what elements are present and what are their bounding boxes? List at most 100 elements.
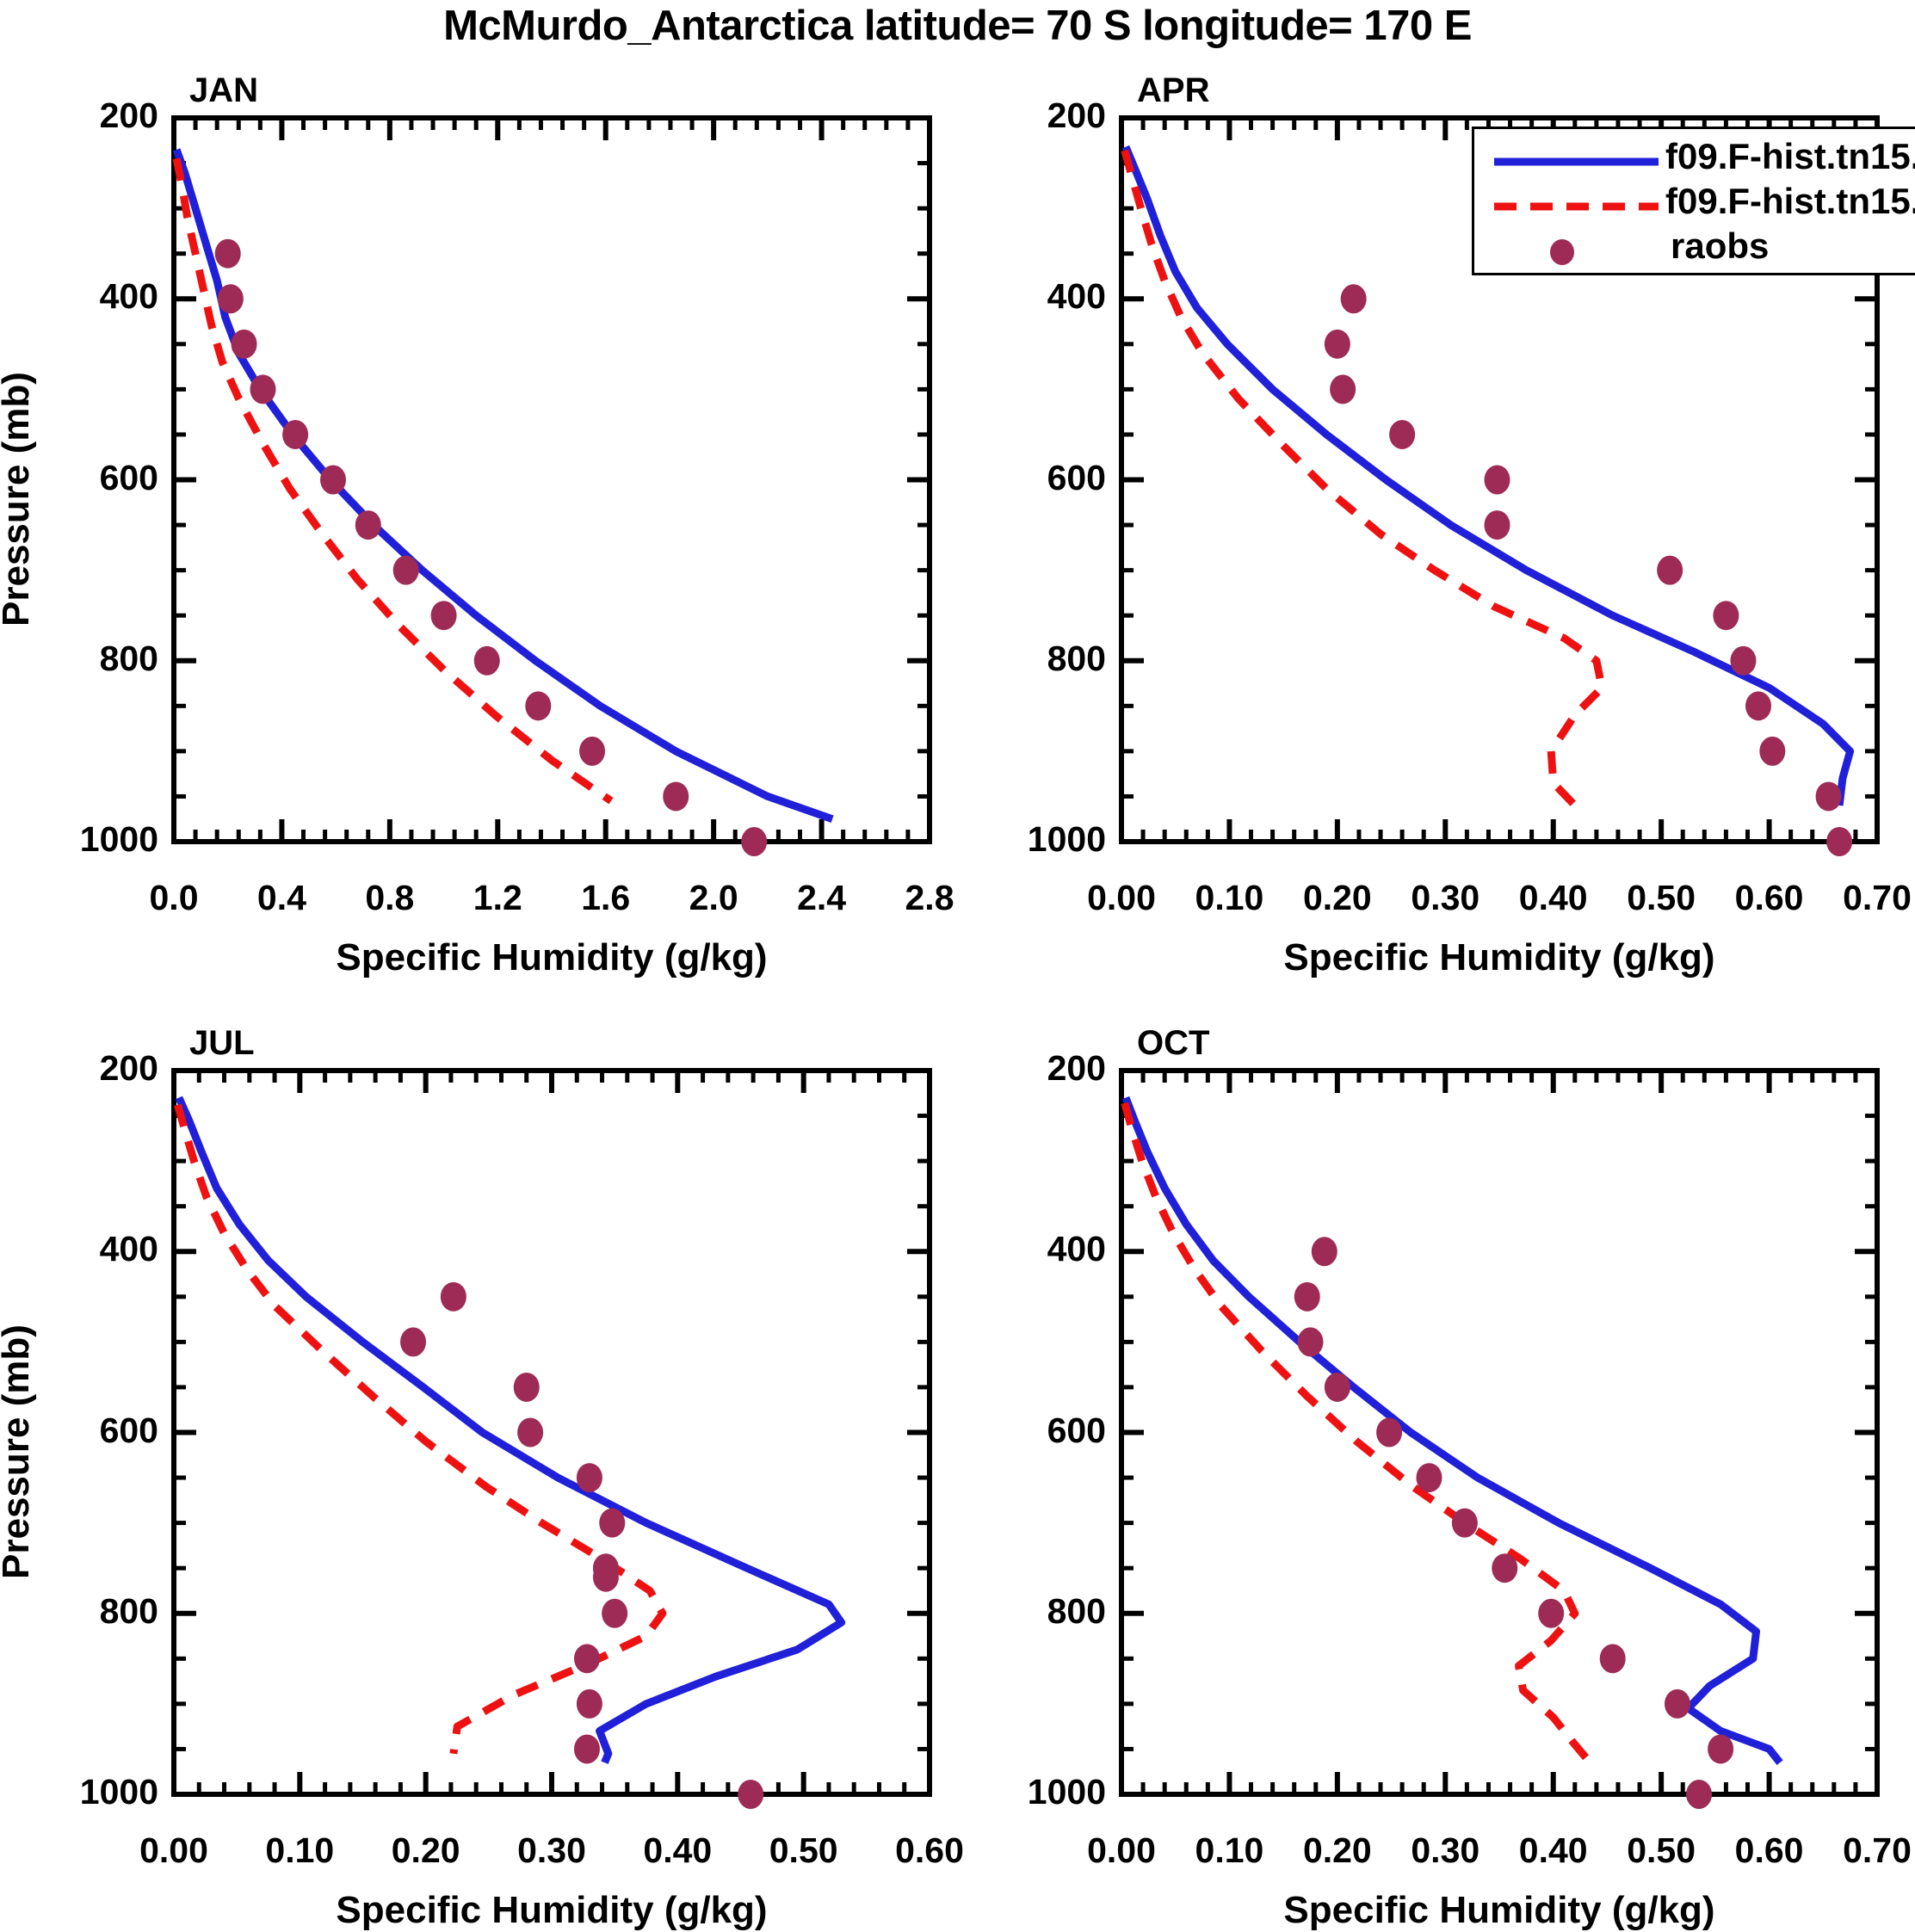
- obs-marker: [602, 1598, 628, 1628]
- y-tick-label: 800: [99, 638, 158, 678]
- obs-marker: [1330, 374, 1356, 404]
- obs-marker: [1759, 736, 1786, 766]
- obs-marker: [355, 510, 381, 540]
- obs-marker: [738, 1780, 764, 1809]
- obs-marker: [1416, 1463, 1442, 1493]
- obs-marker: [1297, 1327, 1324, 1357]
- legend-label: f09.F-hist.tn15.cfmip: [1665, 181, 1915, 221]
- panel-label-apr: APR: [1137, 71, 1210, 109]
- x-tick-label: 0.20: [1302, 878, 1372, 917]
- x-tick-label: 0.40: [1518, 1830, 1588, 1870]
- legend-entry[interactable]: f09.F-hist.tn15.cmip6: [1474, 136, 1915, 182]
- obs-marker: [741, 827, 768, 856]
- obs-marker: [1664, 1688, 1690, 1719]
- panel-label-jul: JUL: [189, 1024, 255, 1062]
- y-tick-label: 200: [1047, 96, 1106, 135]
- obs-marker: [282, 419, 309, 449]
- obs-marker: [1745, 691, 1772, 721]
- x-tick-label: 0.00: [1087, 878, 1156, 917]
- obs-marker: [320, 465, 347, 495]
- obs-marker: [1451, 1508, 1478, 1538]
- legend-dashed-line-icon: [1490, 182, 1662, 227]
- plot-area-apr: [1119, 115, 1880, 856]
- panel-label-oct: OCT: [1137, 1024, 1210, 1062]
- series-line-cfmip: [1121, 149, 1606, 809]
- x-tick-label: 0.20: [391, 1830, 460, 1870]
- y-tick-label: 1000: [1027, 1772, 1106, 1812]
- obs-marker: [1713, 601, 1739, 631]
- obs-marker: [517, 1417, 544, 1447]
- obs-marker: [1389, 419, 1416, 449]
- x-tick-label: 0.4: [256, 878, 306, 917]
- y-axis-title: Pressure (mb): [0, 371, 37, 627]
- x-tick-label: 2.4: [797, 878, 847, 917]
- x-tick-label: 0.30: [1411, 878, 1480, 917]
- legend-label: f09.F-hist.tn15.cmip6: [1665, 136, 1915, 176]
- obs-marker: [1484, 510, 1510, 540]
- panel-label-jan: JAN: [189, 71, 259, 109]
- y-tick-label: 400: [99, 1229, 158, 1269]
- panel-jan: JAN 200 400 600 800 1000 0.0 0.4 0.8 1.2 1.6 2.0 2.4…: [0, 71, 954, 978]
- x-tick-label: 2.0: [689, 878, 738, 917]
- plot-area-jan: [171, 115, 932, 856]
- obs-marker: [1657, 555, 1683, 585]
- y-tick-label: 800: [1047, 638, 1106, 678]
- series-line-cmip6: [172, 148, 834, 823]
- x-tick-label: 0.70: [1843, 878, 1912, 917]
- x-tick-label: 0.00: [139, 1830, 208, 1870]
- legend-label: raobs: [1671, 225, 1770, 266]
- obs-marker: [576, 1688, 602, 1719]
- x-tick-label: 0.30: [517, 1830, 586, 1870]
- x-axis-title: Specific Humidity (g/kg): [1283, 936, 1715, 978]
- obs-marker: [1538, 1598, 1565, 1628]
- obs-marker: [573, 1734, 600, 1764]
- legend-entry[interactable]: raobs: [1474, 225, 1915, 272]
- y-tick-label: 400: [1047, 1229, 1106, 1269]
- series-line-cmip6: [1121, 1096, 1783, 1765]
- legend-marker-icon: [1490, 227, 1662, 272]
- obs-marker: [1294, 1281, 1320, 1312]
- obs-marker: [400, 1327, 427, 1357]
- x-tick-label: 2.8: [905, 878, 954, 917]
- obs-marker: [217, 284, 244, 314]
- obs-marker: [1376, 1417, 1403, 1447]
- obs-marker: [250, 374, 276, 404]
- series-line-cmip6: [1121, 145, 1855, 806]
- y-tick-label: 600: [1047, 1410, 1106, 1450]
- x-tick-label: 0.70: [1843, 1830, 1912, 1870]
- x-tick-label: 0.50: [1627, 1830, 1696, 1870]
- obs-marker: [1492, 1553, 1518, 1583]
- obs-marker: [576, 1463, 602, 1493]
- legend-entry[interactable]: f09.F-hist.tn15.cfmip: [1474, 181, 1915, 227]
- panel-oct: OCT 200 400 600 800 1000 0.00 0.10 0.20 0.30 0.40 0…: [1028, 1024, 1912, 1931]
- plot-area-oct: [1119, 1068, 1880, 1809]
- x-axis-title: Specific Humidity (g/kg): [336, 1889, 768, 1931]
- x-axis-title: Specific Humidity (g/kg): [1283, 1889, 1715, 1931]
- x-tick-label: 0.60: [1734, 1830, 1804, 1870]
- x-tick-label: 0.50: [1627, 878, 1696, 917]
- y-tick-label: 600: [99, 1410, 158, 1450]
- y-tick-label: 200: [99, 96, 158, 135]
- obs-marker-icon: [1550, 239, 1574, 265]
- obs-marker: [1599, 1644, 1626, 1674]
- obs-marker: [430, 601, 457, 631]
- x-tick-label: 0.60: [895, 1830, 964, 1870]
- obs-marker: [1708, 1734, 1734, 1764]
- plot-area-jul: [171, 1068, 932, 1809]
- panel-apr: APR 200 400 600 800 1000 0.00 0.10 0.20 0.30 0.40 0…: [1028, 71, 1912, 978]
- x-tick-label: 0.10: [1195, 1830, 1264, 1870]
- x-tick-label: 1.2: [473, 878, 522, 917]
- y-tick-label: 400: [99, 276, 158, 317]
- obs-marker: [592, 1562, 619, 1592]
- x-tick-label: 0.8: [365, 878, 415, 917]
- x-tick-label: 1.6: [581, 878, 631, 917]
- x-tick-label: 0.10: [265, 1830, 335, 1870]
- panel-jul: JUL 200 400 600 800 1000 0.00 0.10 0.20 0.30 0.40 0…: [0, 1024, 964, 1931]
- y-tick-label: 600: [1047, 457, 1106, 497]
- y-tick-label: 400: [1047, 276, 1106, 317]
- obs-marker: [579, 736, 606, 766]
- series-line-cmip6: [175, 1096, 846, 1764]
- obs-marker: [392, 555, 419, 585]
- obs-marker: [1815, 781, 1842, 812]
